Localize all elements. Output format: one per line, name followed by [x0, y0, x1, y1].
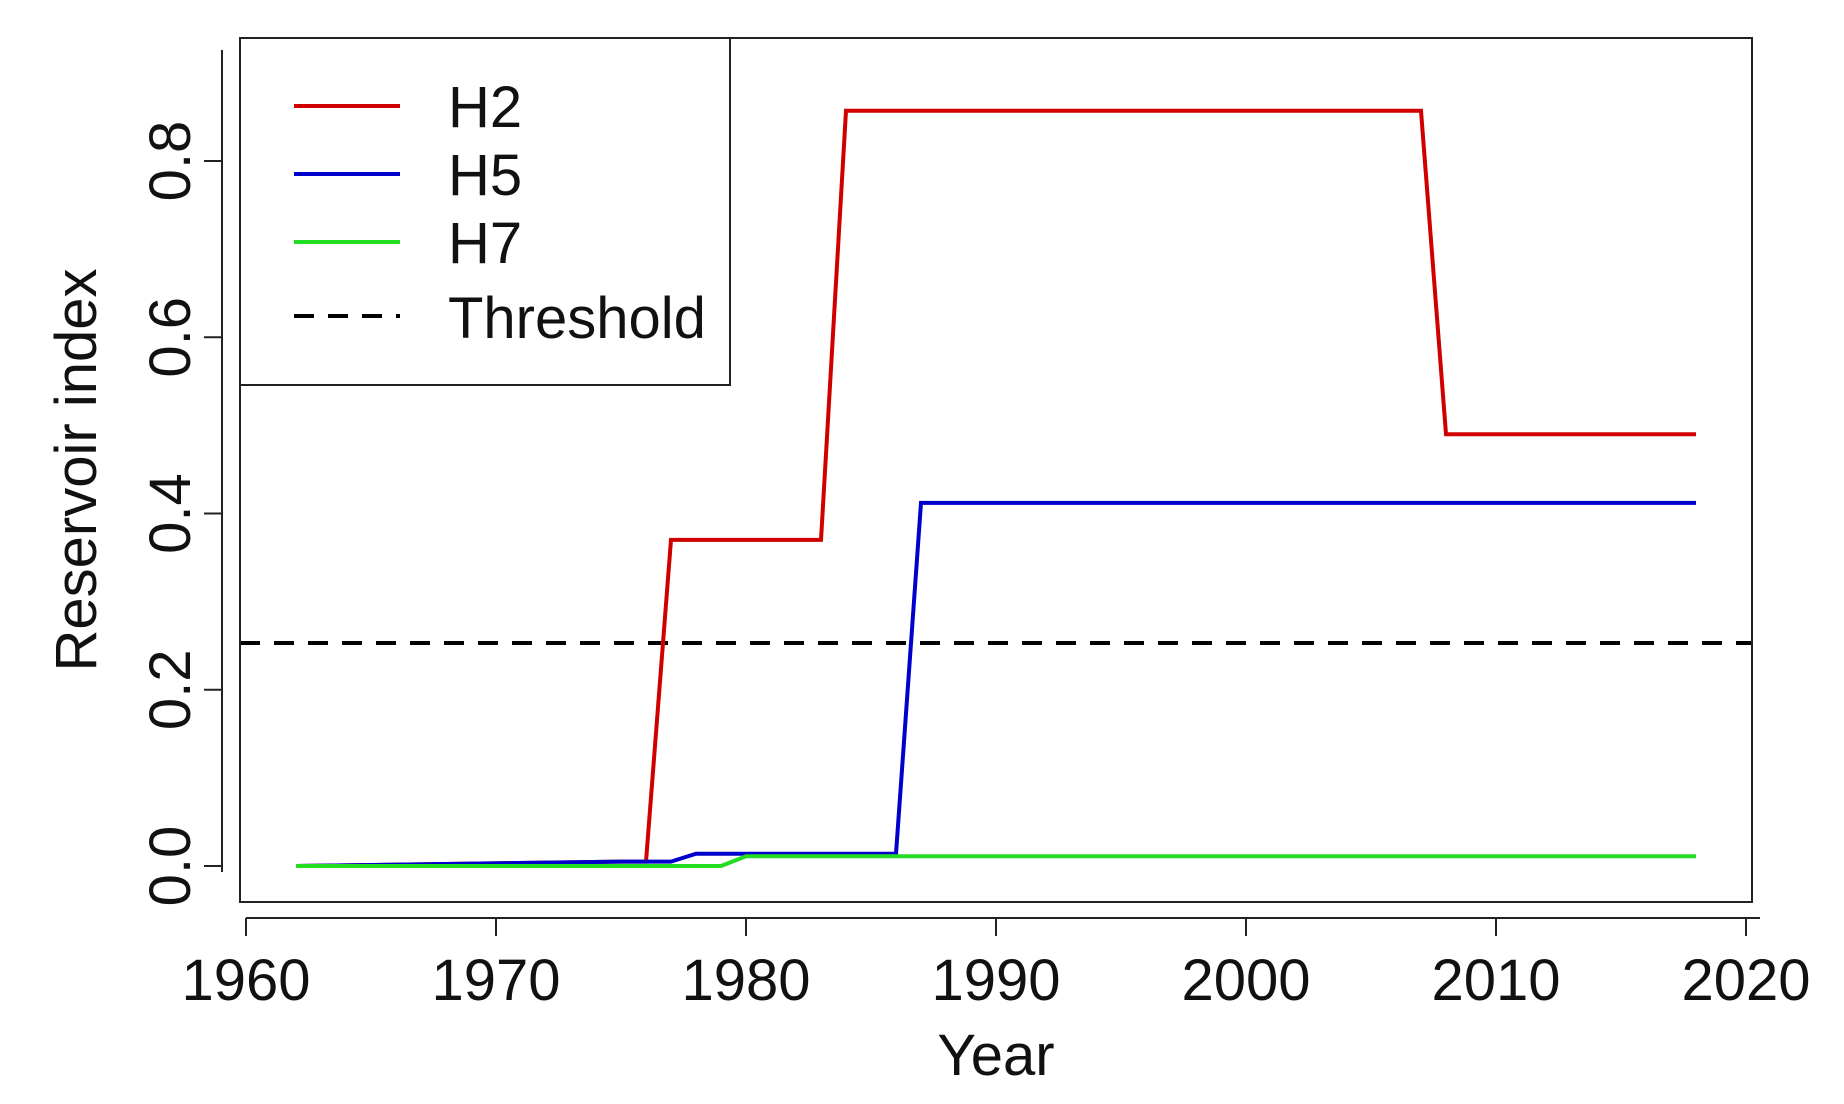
x-tick-label: 2020: [1681, 948, 1810, 1013]
plot-layer: [240, 108, 1752, 868]
y-tick-label: 0.2: [138, 649, 203, 730]
x-tick-label: 2010: [1431, 948, 1560, 1013]
x-axis-ticks: 1960 1970 1980 1990 2000 2010 2020: [181, 918, 1811, 1013]
plot-frame: [239, 37, 1753, 903]
x-axis-title: Year: [937, 1023, 1054, 1088]
series-line-h7: [296, 854, 1696, 868]
legend-label-threshold: Threshold: [448, 286, 706, 351]
x-tick-label: 1990: [931, 948, 1060, 1013]
y-axis-ticks: 0.0 0.2 0.4 0.6 0.8: [138, 121, 222, 907]
x-tick-label: 1960: [181, 948, 310, 1013]
legend-label-h5: H5: [448, 143, 522, 208]
y-tick-label: 0.8: [138, 121, 203, 202]
y-tick-label: 0.6: [138, 297, 203, 378]
series-line-h5: [295, 500, 1696, 868]
y-tick-label: 0.4: [138, 473, 203, 554]
legend-label-h7: H7: [448, 211, 522, 276]
x-tick-label: 1980: [681, 948, 810, 1013]
legend-label-h2: H2: [448, 75, 522, 140]
y-axis-title: Reservoir index: [44, 269, 109, 672]
legend: H2 H5 H7 Threshold: [239, 37, 731, 386]
legend-box: [239, 37, 731, 386]
x-tick-label: 2000: [1181, 948, 1310, 1013]
x-tick-label: 1970: [431, 948, 560, 1013]
y-tick-label: 0.0: [138, 826, 203, 907]
